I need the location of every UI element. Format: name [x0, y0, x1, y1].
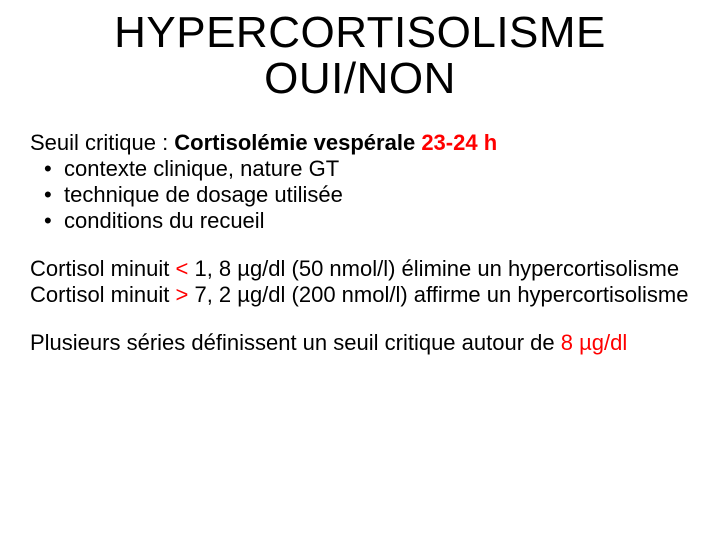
- seuil-line: Seuil critique : Cortisolémie vespérale …: [30, 130, 690, 156]
- slide-title: HYPERCORTISOLISME OUI/NON: [30, 10, 690, 102]
- footer-block: Plusieurs séries définissent un seuil cr…: [30, 330, 690, 356]
- seuil-red: 23-24 h: [421, 130, 497, 155]
- seuil-block: Seuil critique : Cortisolémie vespérale …: [30, 130, 690, 234]
- text: Cortisol minuit: [30, 282, 175, 307]
- lt-symbol: <: [175, 256, 188, 281]
- list-item: contexte clinique, nature GT: [64, 156, 690, 182]
- title-line-2: OUI/NON: [264, 54, 456, 103]
- title-line-1: HYPERCORTISOLISME: [114, 8, 606, 57]
- seuil-bold: Cortisolémie vespérale: [174, 130, 421, 155]
- footer-red: 8 µg/dl: [561, 330, 628, 355]
- seuil-bullets: contexte clinique, nature GT technique d…: [30, 156, 690, 234]
- list-item: conditions du recueil: [64, 208, 690, 234]
- list-item: technique de dosage utilisée: [64, 182, 690, 208]
- slide: HYPERCORTISOLISME OUI/NON Seuil critique…: [0, 0, 720, 540]
- text: 7, 2 µg/dl (200 nmol/l) affirme un hyper…: [188, 282, 688, 307]
- gt-symbol: >: [175, 282, 188, 307]
- text: Cortisol minuit: [30, 256, 175, 281]
- threshold-line-low: Cortisol minuit < 1, 8 µg/dl (50 nmol/l)…: [30, 256, 690, 282]
- threshold-line-high: Cortisol minuit > 7, 2 µg/dl (200 nmol/l…: [30, 282, 690, 308]
- thresholds-block: Cortisol minuit < 1, 8 µg/dl (50 nmol/l)…: [30, 256, 690, 308]
- seuil-prefix: Seuil critique :: [30, 130, 174, 155]
- footer-line: Plusieurs séries définissent un seuil cr…: [30, 330, 690, 356]
- text: Plusieurs séries définissent un seuil cr…: [30, 330, 561, 355]
- text: 1, 8 µg/dl (50 nmol/l) élimine un hyperc…: [188, 256, 679, 281]
